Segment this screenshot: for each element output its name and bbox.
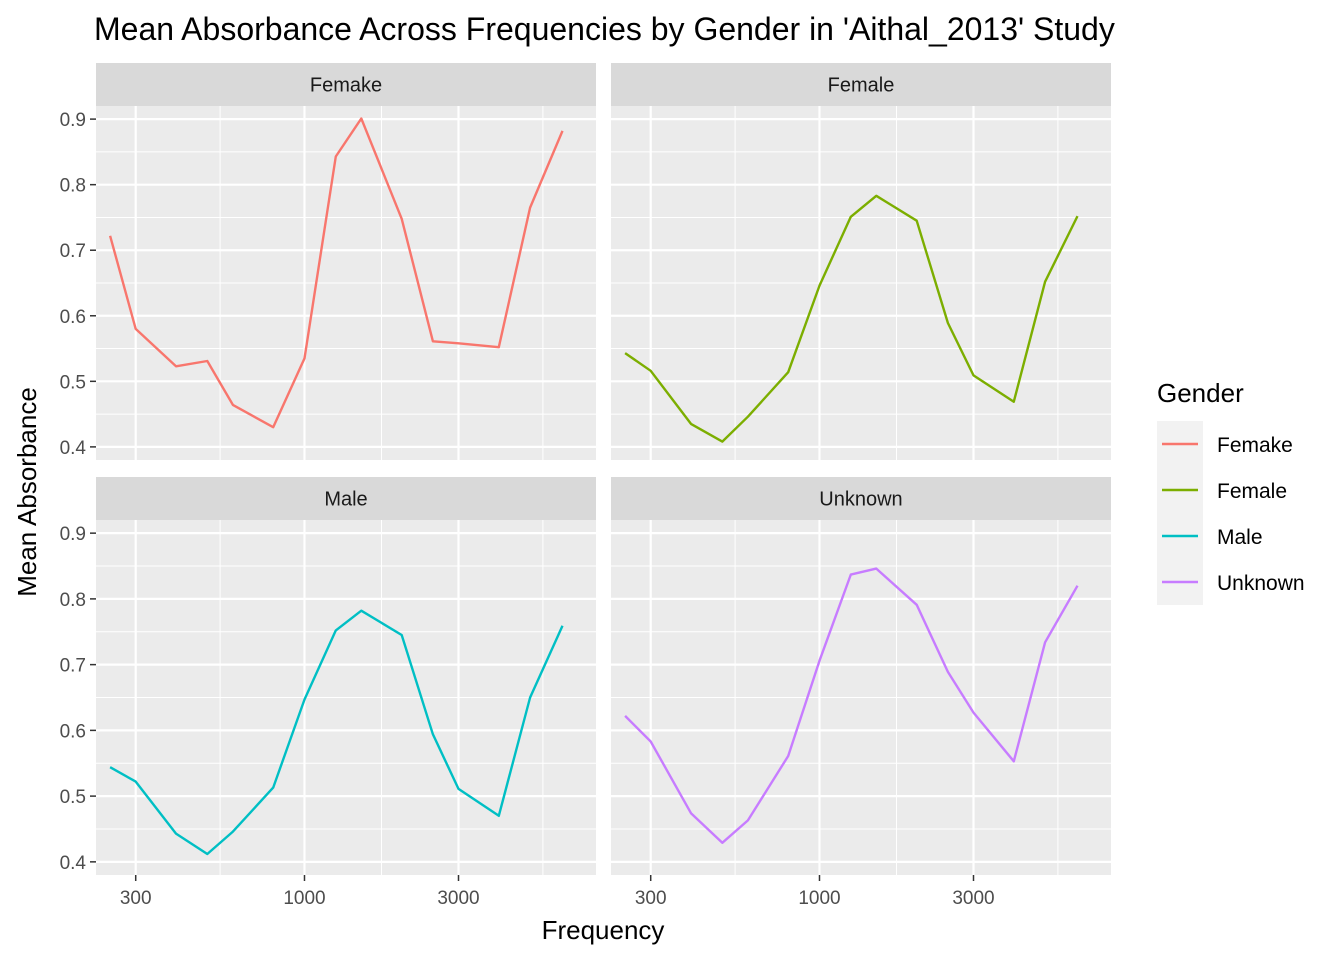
x-tick-label: 1000 — [283, 888, 325, 909]
facet-panel: Female — [611, 63, 1111, 460]
y-tick-label: 0.8 — [60, 590, 86, 611]
y-tick-label: 0.9 — [60, 524, 86, 545]
legend: Gender Femake Female Male Unknown — [1157, 378, 1305, 605]
series-line-female — [624, 194, 1079, 443]
series-line-male — [109, 609, 564, 856]
facet-strip-label: Femake — [310, 75, 382, 97]
series-line-unknown — [624, 567, 1079, 844]
legend-title: Gender — [1157, 378, 1244, 408]
y-tick-label: 0.4 — [60, 853, 87, 874]
y-tick-label: 0.7 — [60, 656, 86, 677]
facet-strip — [611, 63, 1111, 106]
y-tick-label: 0.9 — [60, 110, 86, 131]
legend-label: Unknown — [1217, 572, 1305, 595]
y-tick-label: 0.7 — [60, 241, 86, 262]
chart-title: Mean Absorbance Across Frequencies by Ge… — [94, 11, 1115, 47]
y-tick-label: 0.6 — [60, 307, 86, 328]
y-tick-label: 0.4 — [60, 438, 87, 459]
facet-panel: Unknown 300 1000 3000 — [611, 477, 1111, 909]
facet-panels: Femake 0.4 0.5 0.6 0.7 0.8 0.9 Female Male 0.4 0.5… — [60, 63, 1111, 909]
legend-label: Male — [1217, 526, 1263, 549]
y-axis-title: Mean Absorbance — [12, 387, 42, 597]
facet-strip-label: Unknown — [819, 489, 902, 511]
x-tick-label: 3000 — [952, 888, 994, 909]
facet-strip — [96, 477, 596, 520]
x-axis-title: Frequency — [542, 915, 665, 945]
x-tick-label: 300 — [120, 888, 152, 909]
facet-strip — [96, 63, 596, 106]
y-tick-label: 0.8 — [60, 176, 86, 197]
legend-item: Unknown — [1157, 559, 1305, 605]
facet-panel: Femake 0.4 0.5 0.6 0.7 0.8 0.9 — [60, 63, 596, 460]
facet-panel: Male 0.4 0.5 0.6 0.7 0.8 0.9 300 1000 3000 — [60, 477, 596, 909]
facet-strip-label: Male — [324, 489, 367, 511]
x-tick-label: 1000 — [798, 888, 840, 909]
y-tick-label: 0.5 — [60, 372, 86, 393]
y-tick-label: 0.5 — [60, 787, 86, 808]
legend-item: Male — [1157, 513, 1263, 559]
facet-strip-label: Female — [828, 75, 895, 97]
x-tick-label: 3000 — [437, 888, 479, 909]
legend-label: Female — [1217, 480, 1287, 503]
legend-label: Femake — [1217, 434, 1293, 457]
series-line-femake — [108, 117, 564, 429]
legend-item: Female — [1157, 467, 1287, 513]
y-tick-label: 0.6 — [60, 721, 86, 742]
x-tick-label: 300 — [635, 888, 667, 909]
facet-strip — [611, 477, 1111, 520]
legend-item: Femake — [1157, 421, 1293, 467]
